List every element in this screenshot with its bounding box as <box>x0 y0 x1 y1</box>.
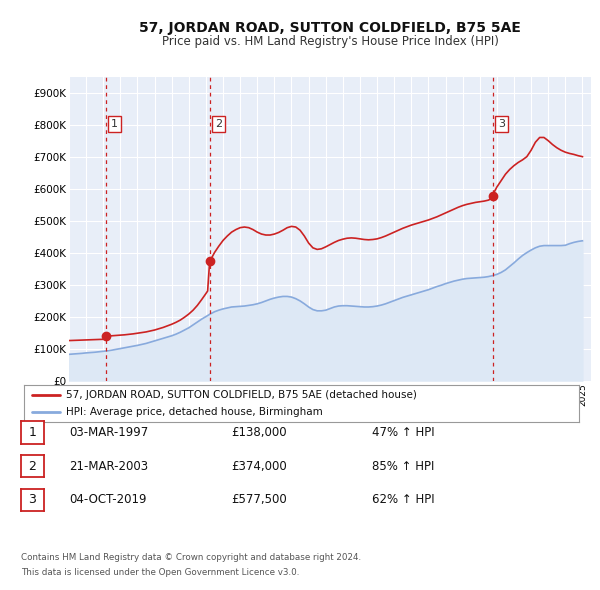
Text: 04-OCT-2019: 04-OCT-2019 <box>69 493 146 506</box>
Text: HPI: Average price, detached house, Birmingham: HPI: Average price, detached house, Birm… <box>65 407 322 417</box>
Text: 85% ↑ HPI: 85% ↑ HPI <box>372 460 434 473</box>
Text: 57, JORDAN ROAD, SUTTON COLDFIELD, B75 5AE: 57, JORDAN ROAD, SUTTON COLDFIELD, B75 5… <box>139 21 521 35</box>
Text: This data is licensed under the Open Government Licence v3.0.: This data is licensed under the Open Gov… <box>21 568 299 577</box>
Text: Price paid vs. HM Land Registry's House Price Index (HPI): Price paid vs. HM Land Registry's House … <box>161 35 499 48</box>
Text: 3: 3 <box>28 493 37 506</box>
Text: 2: 2 <box>215 119 222 129</box>
Text: £374,000: £374,000 <box>231 460 287 473</box>
Text: 3: 3 <box>498 119 505 129</box>
Text: 1: 1 <box>28 426 37 439</box>
Text: 62% ↑ HPI: 62% ↑ HPI <box>372 493 434 506</box>
Text: 1: 1 <box>111 119 118 129</box>
Text: £138,000: £138,000 <box>231 426 287 439</box>
Text: Contains HM Land Registry data © Crown copyright and database right 2024.: Contains HM Land Registry data © Crown c… <box>21 553 361 562</box>
Text: 21-MAR-2003: 21-MAR-2003 <box>69 460 148 473</box>
Text: £577,500: £577,500 <box>231 493 287 506</box>
Text: 57, JORDAN ROAD, SUTTON COLDFIELD, B75 5AE (detached house): 57, JORDAN ROAD, SUTTON COLDFIELD, B75 5… <box>65 390 416 399</box>
Text: 47% ↑ HPI: 47% ↑ HPI <box>372 426 434 439</box>
Text: 03-MAR-1997: 03-MAR-1997 <box>69 426 148 439</box>
Text: 2: 2 <box>28 460 37 473</box>
